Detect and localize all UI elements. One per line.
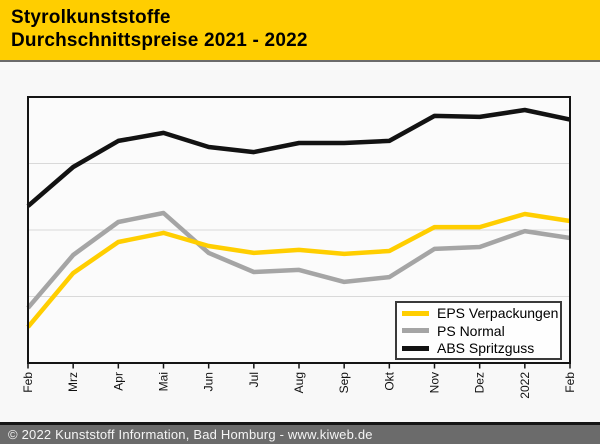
- footer-bar: © 2022 Kunststoff Information, Bad Hombu…: [0, 422, 600, 444]
- x-tick-label: Apr: [111, 372, 125, 391]
- chart-title-line2: Durchschnittspreise 2021 - 2022: [11, 30, 308, 51]
- series-line-abs-spritzguss: [26, 107, 571, 208]
- x-tick-label: 2022: [518, 372, 532, 399]
- x-tick-label: Aug: [292, 372, 306, 393]
- legend-swatch-abs-spritzguss: [402, 345, 429, 351]
- x-tick-label: Mrz: [66, 372, 80, 392]
- legend-swatch-ps-normal: [402, 328, 429, 333]
- chart-title-block: Styrolkunststoffe Durchschnittspreise 20…: [0, 0, 600, 52]
- x-tick-label: Jun: [202, 372, 216, 391]
- legend-item-ps-normal: PS Normal: [402, 322, 560, 339]
- x-tick-label: Okt: [382, 371, 396, 390]
- x-tick-label: Feb: [563, 372, 577, 393]
- copyright-text: © 2022 Kunststoff Information, Bad Hombu…: [8, 427, 373, 442]
- series-line-eps-verpackungen: [26, 211, 571, 329]
- legend-label-abs-spritzguss: ABS Spritzguss: [437, 340, 535, 356]
- series-line-ps-normal: [26, 210, 571, 310]
- x-tick-label: Dez: [473, 372, 487, 393]
- x-tick-label: Mai: [157, 372, 171, 391]
- legend-label-ps-normal: PS Normal: [437, 322, 505, 339]
- price-line-chart: Feb Mrz Apr Mai Jun Jul Aug Sep Okt Nov Dez 2022 Feb: [21, 96, 577, 399]
- legend-item-eps-verpackungen: EPS Verpackungen: [402, 305, 560, 322]
- title-bar: Styrolkunststoffe Durchschnittspreise 20…: [0, 0, 600, 62]
- chart-area: Feb Mrz Apr Mai Jun Jul Aug Sep Okt Nov Dez 2022 Feb…: [0, 62, 600, 422]
- x-tick-label: Feb: [21, 372, 35, 393]
- chart-title-line1: Styrolkunststoffe: [11, 7, 171, 28]
- legend-item-abs-spritzguss: ABS Spritzguss: [402, 340, 560, 357]
- chart-legend: EPS Verpackungen PS Normal ABS Spritzgus…: [395, 301, 562, 360]
- x-tick-label: Jul: [247, 372, 261, 387]
- legend-label-eps-verpackungen: EPS Verpackungen: [437, 305, 559, 321]
- x-tick-label: Sep: [337, 372, 351, 394]
- legend-swatch-eps-verpackungen: [402, 310, 429, 316]
- x-tick-label: Nov: [428, 372, 442, 393]
